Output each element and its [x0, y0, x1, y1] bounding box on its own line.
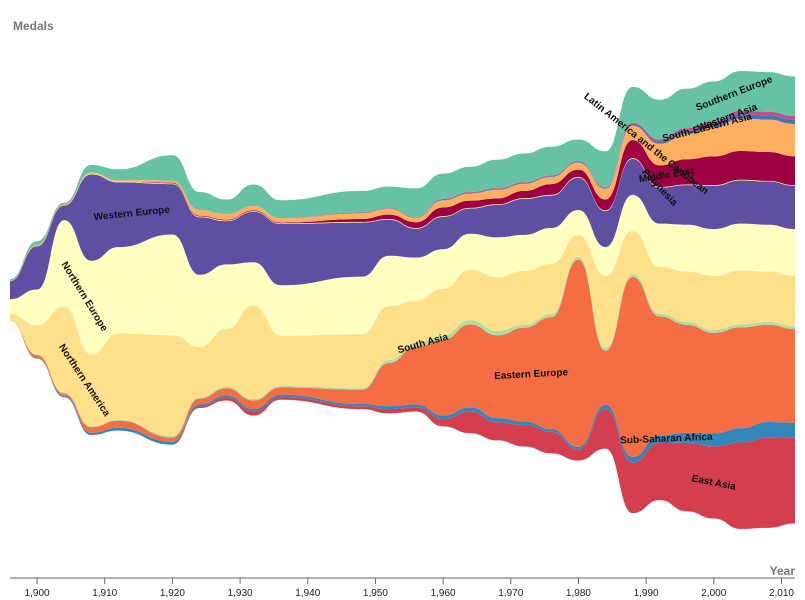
- stream-northern-europe: [10, 194, 795, 355]
- x-tick-label: 1,920: [160, 588, 185, 599]
- stream-eastern-europe: [10, 259, 795, 457]
- x-axis: 1,900 1,910 1,920 1,930 1,940 1,950 1,960 1,970…: [10, 577, 795, 599]
- x-tick-label: 2,000: [701, 588, 726, 599]
- x-tick-label: 1,930: [228, 588, 253, 599]
- stream-western-europe: [10, 158, 795, 300]
- x-tick-label: 1,960: [431, 588, 456, 599]
- x-tick-label: 1,900: [25, 588, 50, 599]
- stream-label-sub-saharan-africa: Sub-Saharan Africa: [620, 432, 713, 447]
- x-tick-label: 1,990: [634, 588, 659, 599]
- x-axis-title: Year: [770, 564, 796, 578]
- x-tick-label: 1,970: [498, 588, 523, 599]
- stream-east-asia: [10, 320, 795, 529]
- stream-northern-america: [10, 230, 795, 437]
- x-tick-label: 1,940: [295, 588, 320, 599]
- x-tick-label: 1,980: [566, 588, 591, 599]
- x-tick-label: 1,910: [92, 588, 117, 599]
- x-tick-label: 2,010: [769, 588, 794, 599]
- x-tick-label: 1,950: [363, 588, 388, 599]
- stream-latin-america-and-the-caribbean: [10, 118, 795, 282]
- stream-southern-europe: [10, 71, 795, 281]
- stream-label-eastern-europe: Eastern Europe: [494, 367, 569, 382]
- y-axis-title: Medals: [13, 19, 54, 33]
- stream-layers: [10, 71, 795, 529]
